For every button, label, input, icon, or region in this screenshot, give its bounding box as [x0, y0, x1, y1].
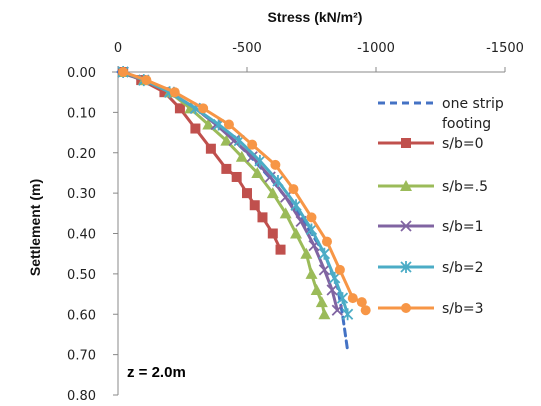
data-point: [400, 180, 412, 191]
data-point: [221, 163, 232, 174]
data-point: [242, 188, 252, 199]
data-point: [315, 296, 328, 308]
data-point: [288, 184, 299, 195]
data-point: [331, 304, 343, 316]
data-point: [329, 271, 341, 284]
data-point: [300, 247, 313, 259]
x-tick-label: -500: [232, 41, 262, 56]
series-line: [116, 70, 350, 353]
data-point: [159, 87, 170, 98]
data-point: [220, 134, 233, 146]
data-point: [306, 212, 317, 223]
data-point: [270, 159, 281, 170]
data-point: [279, 207, 292, 219]
data-point: [305, 267, 318, 279]
data-point: [235, 150, 248, 162]
y-tick-label: 0.10: [67, 106, 96, 121]
data-point: [334, 264, 345, 275]
legend: one strip footing s/b=0 s/b=.5 s/b=1 s/b=2 s/b…: [378, 96, 504, 317]
data-point: [305, 223, 318, 236]
y-tick-label: 0.00: [67, 66, 96, 81]
legend-label: s/b=2: [442, 260, 484, 276]
data-point: [356, 297, 367, 308]
data-point: [267, 228, 278, 239]
data-point: [169, 87, 180, 98]
data-point: [401, 303, 411, 313]
y-tick-label: 0.80: [67, 389, 96, 404]
legend-label: s/b=1: [442, 219, 484, 235]
data-point: [336, 292, 349, 305]
data-point: [318, 264, 331, 276]
data-point: [266, 187, 279, 199]
data-point: [275, 244, 286, 255]
data-point: [360, 305, 371, 316]
data-point: [290, 227, 303, 239]
x-tick-label: -1500: [486, 41, 524, 56]
series-group: [116, 70, 350, 353]
x-tick-label: -1000: [357, 41, 395, 56]
series-group: [117, 66, 354, 321]
x-tick-label: 0: [114, 41, 122, 56]
data-point: [223, 119, 234, 130]
legend-label: s/b=.5: [442, 179, 488, 195]
series-line: [121, 70, 368, 312]
data-point: [326, 284, 338, 296]
data-point: [310, 284, 323, 296]
data-point: [118, 67, 129, 77]
y-tick-label: 0.60: [67, 308, 96, 323]
data-point: [249, 200, 260, 211]
data-point: [190, 123, 201, 134]
x-axis-title: Stress (kN/m²): [268, 9, 363, 25]
data-point: [246, 151, 258, 163]
legend-label: one strip: [442, 96, 504, 112]
data-point: [318, 308, 331, 320]
data-point: [401, 138, 411, 148]
data-point: [141, 75, 152, 86]
data-point: [347, 293, 358, 304]
data-point: [400, 220, 412, 232]
data-point: [174, 103, 185, 114]
series-line: [121, 70, 339, 312]
axes: 0 -500 -1000 -1500 0.00 0.10 0.20 0.30 0.40 0.50 0…: [67, 41, 524, 404]
y-tick-label: 0.70: [67, 349, 96, 364]
data-point: [341, 308, 354, 321]
series-group: [117, 66, 331, 320]
data-point: [257, 212, 268, 223]
data-point: [247, 139, 258, 150]
data-point: [198, 103, 209, 114]
data-point: [254, 154, 266, 167]
data-point: [231, 171, 242, 182]
data-point: [264, 171, 276, 183]
data-point: [290, 199, 302, 212]
data-point: [321, 236, 332, 247]
depth-annotation: z = 2.0m: [127, 364, 186, 381]
data-point: [318, 247, 331, 260]
y-tick-label: 0.50: [67, 268, 96, 283]
y-tick-label: 0.40: [67, 228, 96, 243]
data-point: [202, 118, 215, 130]
data-point: [251, 166, 264, 178]
y-axis-title: Settlement (m): [27, 179, 43, 276]
legend-label: s/b=3: [442, 301, 484, 317]
series-group: [118, 67, 371, 316]
y-tick-label: 0.30: [67, 187, 96, 202]
data-point: [205, 143, 216, 154]
legend-label: footing: [442, 116, 491, 132]
y-tick-label: 0.20: [67, 147, 96, 162]
data-point: [272, 175, 284, 188]
data-point: [400, 261, 412, 273]
series-layer: [116, 66, 371, 353]
legend-label: s/b=0: [442, 136, 484, 152]
